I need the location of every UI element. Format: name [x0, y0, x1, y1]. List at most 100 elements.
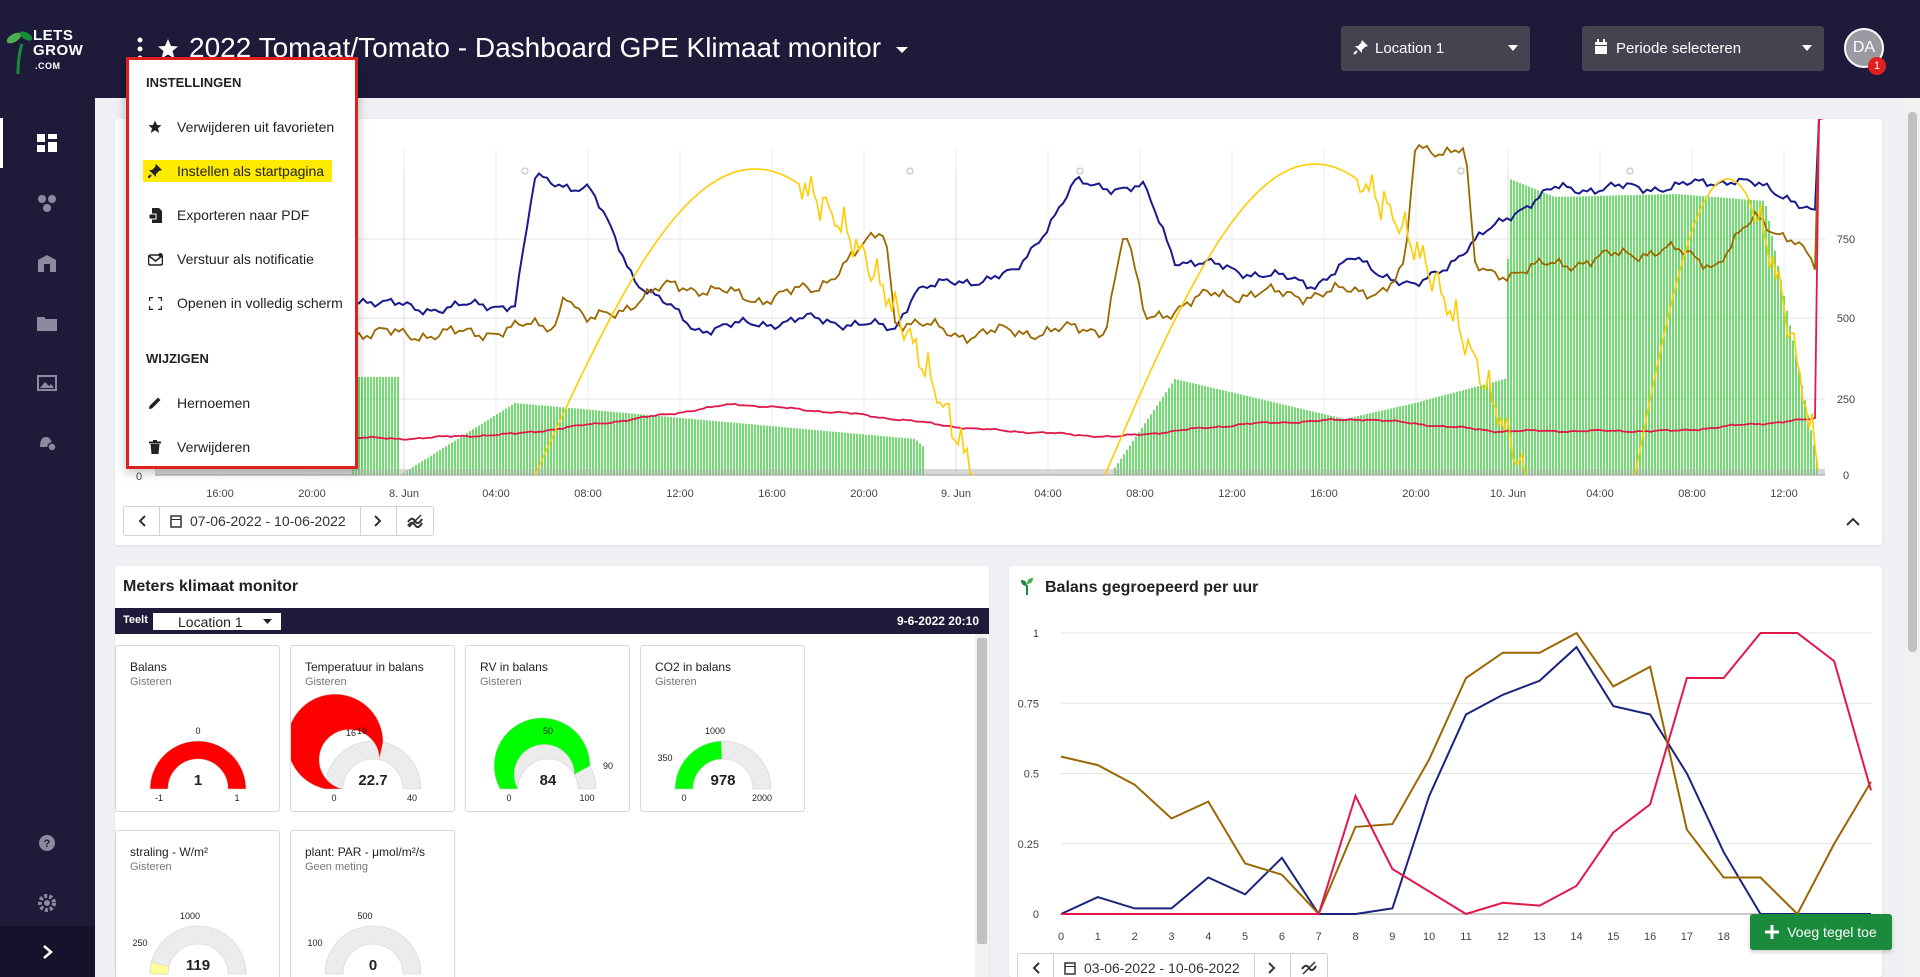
- date-range-picker[interactable]: 03-06-2022 - 10-06-2022: [1054, 954, 1255, 977]
- x-tick-label: 0: [1058, 931, 1064, 943]
- x-tick-label: 13: [1534, 931, 1546, 943]
- balans-date-nav: 03-06-2022 - 10-06-2022: [1017, 953, 1328, 977]
- previous-period-button[interactable]: [1018, 954, 1054, 977]
- meter-title: CO2 in balans: [655, 660, 732, 674]
- next-period-button[interactable]: [1255, 954, 1291, 977]
- meter-tile[interactable]: RV in balans Gisteren 84 0 100 50 90: [465, 645, 630, 812]
- meters-location-select[interactable]: Location 1: [153, 613, 281, 630]
- molecule-icon: [38, 195, 56, 212]
- favorite-star-icon[interactable]: [157, 38, 179, 60]
- y-tick-label: 0: [1033, 909, 1039, 921]
- menu-item-label: Exporteren naar PDF: [177, 207, 310, 223]
- sidebar-item-settings[interactable]: [30, 886, 64, 920]
- chart-style-icon: [1300, 961, 1317, 975]
- letsgrow-logo[interactable]: LETS GROW .COM: [4, 24, 94, 80]
- sidebar-item-dashboard[interactable]: [0, 118, 64, 168]
- pencil-icon: [143, 396, 167, 410]
- menu-item-instellen-als-startpagina[interactable]: Instellen als startpagina: [143, 160, 333, 182]
- settings-icon: [38, 894, 56, 912]
- chevron-right-icon: [374, 515, 382, 527]
- menu-item-label: Openen in volledig scherm: [177, 295, 343, 311]
- x-tick-label: 11: [1460, 931, 1471, 943]
- x-tick-label: 3: [1168, 931, 1174, 943]
- sun-icon: [1457, 167, 1465, 175]
- x-tick-label: 4: [1205, 931, 1211, 943]
- page-scrollbar-thumb[interactable]: [1908, 112, 1917, 652]
- x-tick-label: 04:00: [1586, 488, 1614, 499]
- gauge-chart: 001000500100: [307, 911, 422, 975]
- sidebar-expand-button[interactable]: [0, 926, 95, 977]
- meter-tile[interactable]: Temperatuur in balans Gisteren 22.7 0 40 16 19: [290, 645, 455, 812]
- gauge-value: 1: [194, 772, 202, 789]
- gauge-value: 978: [710, 772, 735, 789]
- pdf-icon: [143, 207, 167, 223]
- menu-item-exporteren-naar-pdf[interactable]: Exporteren naar PDF: [143, 204, 309, 226]
- notification-badge: 1: [1868, 57, 1886, 75]
- menu-item-verwijderen-uit-favorieten[interactable]: Verwijderen uit favorieten: [143, 116, 334, 138]
- menu-item-label: Verwijderen uit favorieten: [177, 119, 335, 135]
- pin-icon: [1353, 40, 1368, 55]
- chevron-left-icon: [138, 515, 146, 527]
- climate-line-chart[interactable]: 750 500 250 0 0 16:00 20:00 8. Jun 04:00 08:00 12:…: [115, 119, 1882, 499]
- period-select[interactable]: Periode selecteren: [1582, 26, 1824, 71]
- x-tick-label: 20:00: [1402, 488, 1430, 499]
- sun-icon: [1076, 167, 1084, 175]
- chevron-left-icon: [1032, 962, 1040, 974]
- title-dropdown-icon[interactable]: [895, 46, 909, 54]
- menu-item-verwijderen[interactable]: Verwijderen: [143, 436, 250, 458]
- add-tile-button[interactable]: Voeg tegel toe: [1750, 914, 1892, 950]
- notification-icon: [143, 252, 167, 266]
- pin-icon: [143, 164, 167, 178]
- x-tick-label: 10: [1423, 931, 1435, 943]
- menu-item-openen-in-volledig-scherm[interactable]: Openen in volledig scherm: [143, 292, 343, 314]
- dashboard-icon: [37, 134, 57, 152]
- x-tick-label: 12:00: [1770, 488, 1798, 499]
- sidebar-item-alarms[interactable]: [30, 426, 64, 460]
- x-tick-label: 08:00: [1678, 488, 1706, 499]
- meters-datetime: 9-6-2022 20:10: [896, 614, 979, 628]
- x-tick-label: 6: [1279, 931, 1285, 943]
- menu-section-edit: WIJZIGEN: [146, 351, 209, 366]
- gauge-background: [324, 740, 422, 790]
- gauge-chart: 84 0 100 50 90: [493, 717, 613, 803]
- gauge-min-label: -1: [155, 793, 163, 803]
- meter-tile[interactable]: Balans Gisteren 1 -1 1 0: [115, 645, 280, 812]
- meter-tile[interactable]: CO2 in balans Gisteren 978 0 2000 1000 350: [640, 645, 805, 812]
- menu-item-hernoemen[interactable]: Hernoemen: [143, 392, 250, 414]
- x-tick-label: 8. Jun: [389, 488, 419, 499]
- date-range-picker[interactable]: 07-06-2022 - 10-06-2022: [160, 507, 361, 535]
- x-tick-label: 8: [1352, 931, 1358, 943]
- x-tick-label: 16:00: [758, 488, 786, 499]
- temperature-line: [154, 119, 1820, 345]
- gauge-max-label: 2000: [752, 793, 772, 803]
- sidebar-item-images[interactable]: [30, 366, 64, 400]
- x-tick-label: 16: [1644, 931, 1656, 943]
- chart-style-button[interactable]: [1291, 954, 1327, 977]
- x-tick-label: 04:00: [1034, 488, 1062, 499]
- page-scrollbar[interactable]: [1905, 98, 1920, 977]
- gauge-tick-label: 250: [132, 938, 147, 948]
- sidebar-item-files[interactable]: [30, 306, 64, 340]
- collapse-chevron-icon[interactable]: [1846, 517, 1860, 527]
- sidebar-item-greenhouse[interactable]: [30, 246, 64, 280]
- meters-scrollbar-thumb[interactable]: [977, 638, 987, 944]
- chart-style-icon: [406, 514, 423, 528]
- meter-tile[interactable]: straling - W/m²Gisteren119015001000250: [115, 830, 280, 977]
- menu-item-verstuur-als-notificatie[interactable]: Verstuur als notificatie: [143, 248, 314, 270]
- meter-title: plant: PAR - μmol/m²/s: [305, 845, 426, 859]
- help-icon: ?: [39, 835, 55, 851]
- x-tick-label: 2: [1132, 931, 1138, 943]
- previous-period-button[interactable]: [124, 507, 160, 535]
- chart-style-button[interactable]: [397, 507, 433, 535]
- next-period-button[interactable]: [361, 507, 397, 535]
- location-select[interactable]: Location 1: [1341, 26, 1530, 71]
- x-tick-label: 20:00: [298, 488, 326, 499]
- x-tick-label: 7: [1316, 931, 1322, 943]
- sidebar-item-molecule[interactable]: [30, 186, 64, 220]
- sidebar-item-help[interactable]: ?: [30, 826, 64, 860]
- climate-chart-card: 750 500 250 0 0 16:00 20:00 8. Jun 04:00 08:00 12:…: [115, 119, 1882, 545]
- gauge-value: 84: [540, 772, 557, 789]
- plus-icon: [1765, 925, 1780, 939]
